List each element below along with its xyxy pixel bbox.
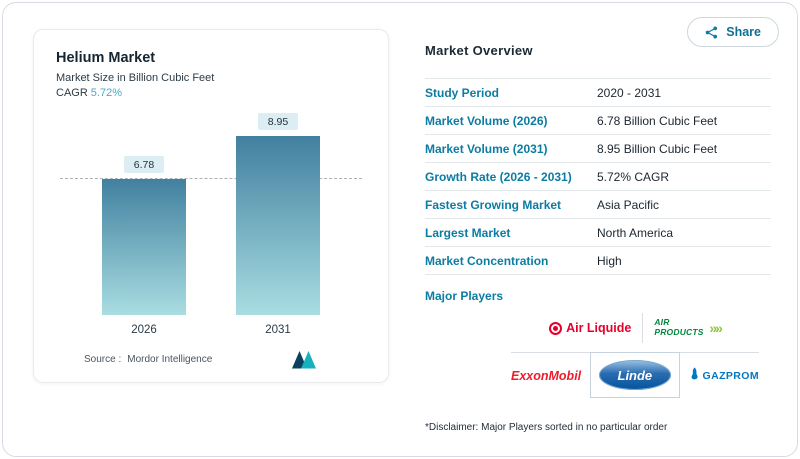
logo-exxonmobil: ExxonMobil — [511, 368, 582, 383]
air-products-arrows-icon: »» — [709, 320, 723, 336]
gazprom-flame-icon — [689, 366, 700, 385]
cagr-label: CAGR — [56, 87, 88, 99]
row-label: Largest Market — [425, 225, 511, 240]
air-liquide-wordmark: Air Liquide — [566, 321, 632, 335]
chart-title: Helium Market — [56, 50, 156, 66]
players-row-top: Air Liquide AIR PRODUCTS »» — [511, 313, 759, 353]
row-value: Asia Pacific — [597, 197, 660, 212]
table-row: Largest Market North America — [425, 219, 771, 247]
x-axis-label-2026: 2026 — [131, 324, 157, 336]
linde-wordmark: Linde — [598, 360, 671, 390]
bar-column-2031: 8.95 — [236, 113, 320, 315]
cagr-value: 5.72% — [90, 87, 122, 99]
logo-linde: Linde — [589, 352, 680, 398]
row-label: Fastest Growing Market — [425, 197, 562, 212]
major-players-logos: Air Liquide AIR PRODUCTS »» ExxonMobil L… — [511, 313, 759, 398]
bar-2031 — [236, 136, 320, 315]
bar-column-2026: 6.78 — [102, 156, 186, 315]
bar-2026 — [102, 179, 186, 315]
reference-line — [60, 178, 362, 179]
row-value: 8.95 Billion Cubic Feet — [597, 141, 718, 156]
table-row: Growth Rate (2026 - 2031) 5.72% CAGR — [425, 163, 771, 191]
chart-subtitle: Market Size in Billion Cubic Feet — [56, 72, 215, 84]
bar-value-label: 8.95 — [257, 113, 299, 130]
row-value: North America — [597, 225, 674, 240]
table-row: Fastest Growing Market Asia Pacific — [425, 191, 771, 219]
share-icon — [705, 26, 718, 39]
bar-plot: 6.78 8.95 — [56, 109, 366, 315]
overview-table: Study Period 2020 - 2031 Market Volume (… — [425, 78, 771, 275]
logo-air-liquide: Air Liquide — [538, 321, 642, 335]
table-row: Market Volume (2026) 6.78 Billion Cubic … — [425, 107, 771, 135]
share-button[interactable]: Share — [687, 17, 779, 47]
table-row: Market Volume (2031) 8.95 Billion Cubic … — [425, 135, 771, 163]
chart-cagr: CAGR 5.72% — [56, 87, 366, 99]
row-label: Growth Rate (2026 - 2031) — [425, 169, 572, 184]
source-row: Source : Mordor Intelligence — [56, 350, 366, 369]
row-value: 2020 - 2031 — [597, 85, 662, 100]
row-label: Market Volume (2026) — [425, 113, 548, 128]
logo-air-products: AIR PRODUCTS »» — [643, 317, 732, 338]
source-text: Source : Mordor Intelligence — [84, 354, 212, 365]
overview-title: Market Overview — [425, 43, 533, 58]
players-row-bottom: ExxonMobil Linde GAZPROM — [511, 352, 759, 398]
row-value: High — [597, 253, 622, 268]
row-label: Market Volume (2031) — [425, 141, 548, 156]
share-button-label: Share — [726, 25, 761, 39]
market-overview-section: Market Overview Study Period 2020 - 2031… — [425, 43, 771, 398]
major-players-label: Major Players — [425, 289, 504, 303]
source-value: Mordor Intelligence — [127, 354, 213, 365]
logo-gazprom: GAZPROM — [689, 366, 759, 385]
air-products-wordmark: AIR PRODUCTS — [654, 317, 704, 337]
chart-card: Helium Market Market Size in Billion Cub… — [33, 29, 389, 383]
air-liquide-icon — [549, 321, 563, 335]
row-value: 5.72% CAGR — [597, 169, 670, 184]
mordor-intelligence-logo — [291, 350, 318, 369]
row-label: Market Concentration — [425, 253, 549, 268]
x-axis-labels: 2026 2031 — [56, 324, 366, 336]
table-row: Study Period 2020 - 2031 — [425, 79, 771, 107]
row-value: 6.78 Billion Cubic Feet — [597, 113, 718, 128]
x-axis-label-2031: 2031 — [265, 324, 291, 336]
table-row: Market Concentration High — [425, 247, 771, 275]
logo-divider — [642, 313, 644, 343]
source-label: Source : — [84, 354, 122, 365]
disclaimer-text: *Disclaimer: Major Players sorted in no … — [425, 422, 668, 433]
bar-value-label: 6.78 — [123, 156, 165, 173]
row-label: Study Period — [425, 85, 500, 100]
gazprom-wordmark: GAZPROM — [702, 369, 759, 382]
